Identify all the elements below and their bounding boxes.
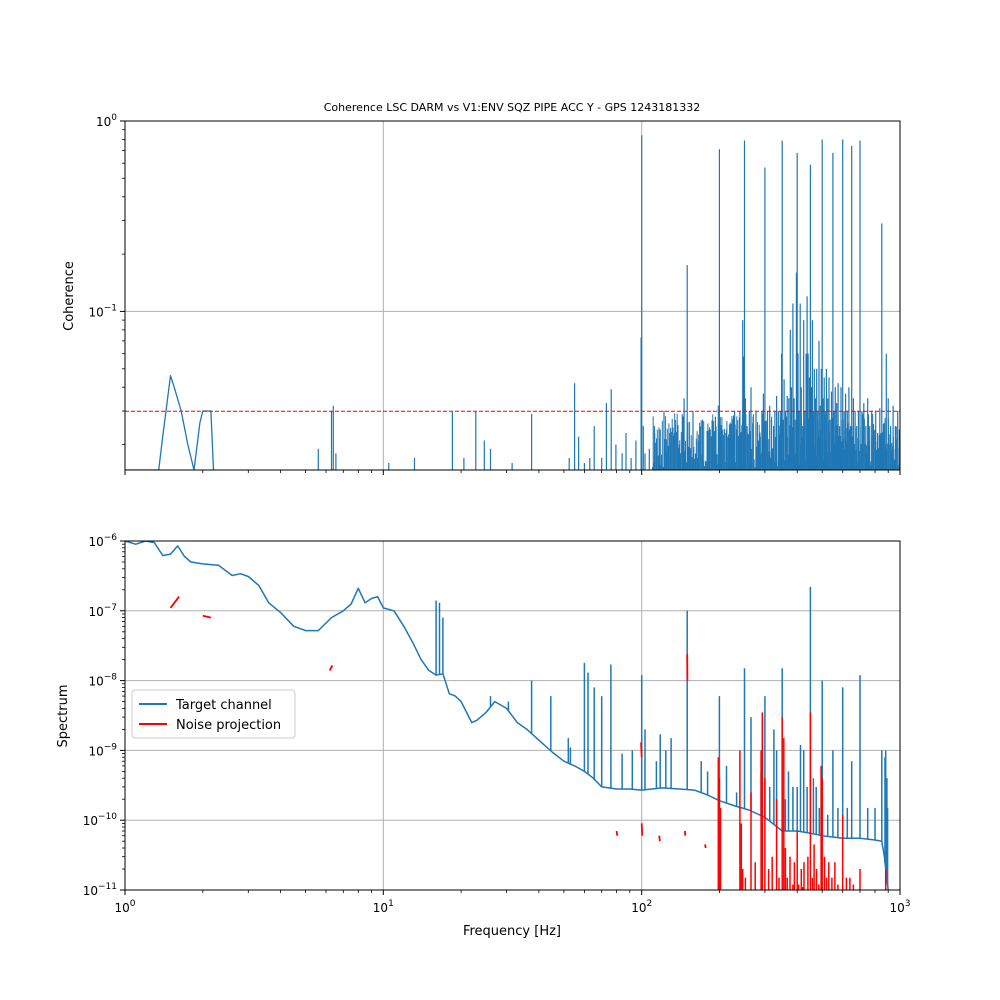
target-channel-series [125,541,889,890]
spectrum-ticks: 100 101 102 103 10−11 10−10 10−9 10−8 10−7 10−6 [83,533,911,915]
x-tick-label: 102 [631,899,652,915]
y-tick-label: 10−10 [83,812,118,828]
spectrum-axes-frame [124,540,901,891]
legend-projection-label: Noise projection [176,718,281,733]
noise-projection-segment [704,844,707,849]
coherence-axes-frame [124,120,901,471]
coherence-panel: 10−1 100 Coherence [62,113,901,475]
noise-projection-segment [202,614,212,619]
y-tick-label: 10−7 [88,603,117,619]
noise-projection-segment [169,596,180,609]
coherence-ylabel: Coherence [62,261,77,331]
coherence-ticks: 10−1 100 [88,113,901,475]
legend: Target channel Noise projection [131,689,296,739]
spectrum-ylabel: Spectrum [56,685,71,748]
spectrum-grid [125,541,900,890]
y-tick-label: 10−6 [88,533,117,549]
y-tick-label: 100 [96,113,117,129]
noise-projection-segment [328,664,334,671]
x-tick-label: 101 [373,899,394,915]
noise-projection-segment [658,835,661,842]
noise-projection-segment [640,742,643,758]
x-tick-label: 103 [889,899,910,915]
y-tick-label: 10−11 [83,882,117,898]
y-tick-label: 10−8 [88,673,117,689]
y-tick-label: 10−1 [88,303,117,319]
figure-title: Coherence LSC DARM vs V1:ENV SQZ PIPE AC… [324,101,701,114]
legend-frame [131,689,296,739]
coherence-plot-area [125,121,900,470]
y-tick-label: 10−9 [88,742,117,758]
noise-projection-segment [640,823,644,836]
x-tick-label: 100 [114,899,135,915]
noise-projection-segment [615,830,619,836]
spectrum-xlabel: Frequency [Hz] [463,924,561,939]
spectrum-panel: 100 101 102 103 10−11 10−10 10−9 10−8 10−7 10−6 S… [56,533,911,939]
coherence-series [125,135,900,470]
legend-target-label: Target channel [175,698,272,713]
noise-projection-series [169,596,887,890]
